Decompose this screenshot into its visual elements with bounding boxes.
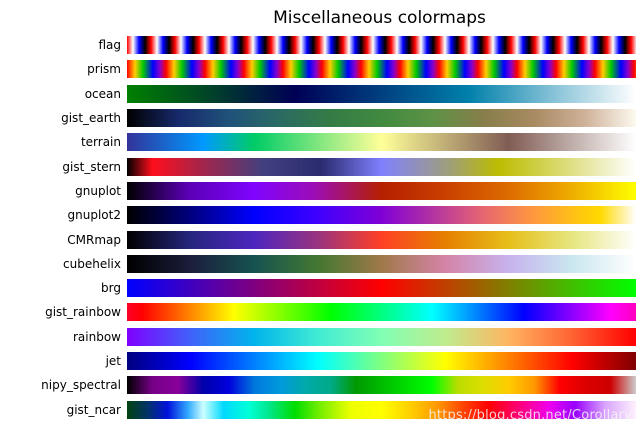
colormap-label: gist_rainbow — [45, 305, 121, 320]
colormap-label: jet — [105, 354, 121, 368]
figure-title: Miscellaneous colormaps — [273, 8, 486, 28]
watermark-text: https://blog.csdn.net/Corollary — [428, 408, 632, 423]
colormap-bar-CMRmap — [127, 230, 636, 249]
colormap-label: nipy_spectral — [41, 378, 121, 393]
colormap-label: flag — [98, 38, 121, 53]
colormap-row: gnuplot — [0, 179, 636, 203]
colormap-bar-brg — [127, 279, 636, 298]
colormap-bar-terrain — [127, 133, 636, 152]
colormap-row: cubehelix — [0, 252, 636, 276]
colormap-row: rainbow — [0, 325, 636, 349]
colormap-label: gist_earth — [61, 111, 121, 126]
colormap-row: CMRmap — [0, 227, 636, 251]
colormap-row: gist_stern — [0, 154, 636, 178]
colormap-label: CMRmap — [67, 232, 121, 247]
colormap-label: gist_stern — [62, 159, 121, 174]
colormap-bar-gist_ncar — [127, 400, 636, 419]
colormap-row: jet — [0, 349, 636, 373]
colormap-label: ocean — [84, 86, 121, 101]
colormap-bar-jet — [127, 352, 636, 370]
colormap-row: gist_ncar — [0, 397, 636, 421]
colormap-row: nipy_spectral — [0, 373, 636, 397]
colormap-label: gnuplot2 — [67, 208, 121, 223]
colormap-bar-nipy_spectral — [127, 376, 636, 395]
colormap-label: brg — [101, 281, 121, 296]
colormap-row: gnuplot2 — [0, 203, 636, 227]
colormap-row: gist_rainbow — [0, 300, 636, 324]
colormap-bar-gist_stern — [127, 157, 636, 176]
colormap-row: flag — [0, 33, 636, 57]
colormap-label: prism — [87, 62, 121, 77]
colormap-label: terrain — [80, 135, 121, 150]
colormap-bar-gnuplot — [127, 181, 636, 200]
colormap-bar-cubehelix — [127, 254, 636, 273]
colormap-label: gnuplot — [75, 183, 121, 198]
colormap-label: gist_ncar — [66, 402, 121, 417]
colormap-row: ocean — [0, 82, 636, 106]
colormap-bar-prism — [127, 60, 636, 79]
colormap-bar-ocean — [127, 84, 636, 103]
colormap-bar-gnuplot2 — [127, 206, 636, 225]
colormap-bar-flag — [127, 36, 636, 55]
colormap-bar-rainbow — [127, 327, 636, 346]
colormap-row: gist_earth — [0, 106, 636, 130]
colormap-label: rainbow — [73, 329, 121, 344]
colormap-row: prism — [0, 57, 636, 81]
colormap-bar-gist_earth — [127, 109, 636, 128]
colormap-row: terrain — [0, 130, 636, 154]
colormap-label: cubehelix — [63, 256, 121, 271]
colormap-row: brg — [0, 276, 636, 300]
colormap-bar-gist_rainbow — [127, 303, 636, 322]
